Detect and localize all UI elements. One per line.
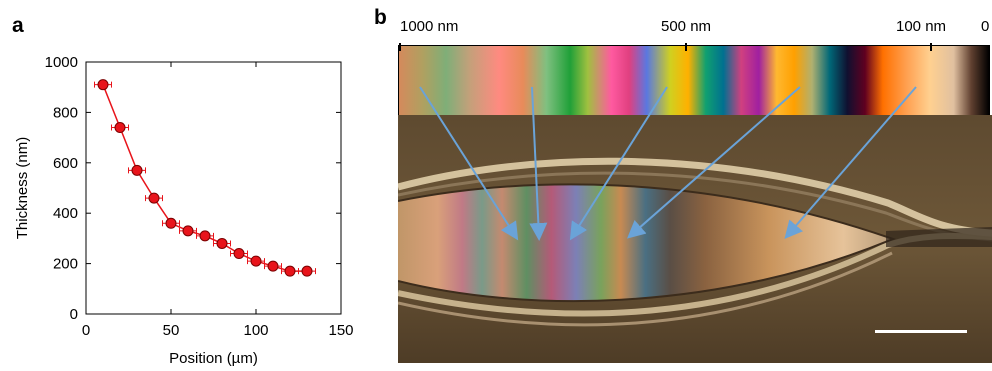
arrow-2: [529, 86, 548, 241]
colorbar-label-500nm: 500 nm: [661, 18, 712, 35]
colorbar-tick: [399, 43, 401, 51]
panel-a-letter: a: [12, 14, 24, 37]
colorbar-label-1000nm: 1000 nm: [400, 18, 459, 35]
y-tick-label: 0: [70, 306, 78, 323]
data-point: [233, 248, 245, 260]
data-point: [284, 265, 296, 277]
x-tick-label: 150: [328, 322, 353, 339]
data-point: [97, 79, 109, 91]
arrow-5: [784, 86, 917, 240]
thickness-chart: 0 50 100 150 0 200 400 600 800 1000 Position (µm) T…: [14, 54, 354, 367]
x-axis-label: Position (µm): [169, 350, 258, 367]
data-point: [301, 265, 313, 277]
y-axis-label: Thickness (nm): [14, 137, 31, 240]
y-tick-label: 200: [53, 256, 78, 273]
colorbar-label-100nm: 100 nm: [896, 18, 947, 35]
x-tick-label: 50: [163, 322, 180, 339]
colorbar-label-0: 0: [981, 18, 990, 35]
plot-frame: [85, 61, 342, 315]
data-point: [267, 260, 279, 272]
data-point: [250, 255, 262, 267]
data-point: [148, 192, 160, 204]
arrow-4: [626, 86, 801, 239]
data-point: [182, 225, 194, 237]
data-point: [199, 230, 211, 242]
arrow-3: [569, 86, 668, 241]
scale-bar: [875, 330, 967, 333]
y-tick-label: 1000: [45, 54, 78, 71]
arrow-1: [419, 86, 519, 241]
y-tick-label: 800: [53, 104, 78, 121]
data-point: [131, 164, 143, 176]
colorbar-tick: [930, 43, 932, 51]
x-tick-label: 0: [82, 322, 90, 339]
colorbar-tick: [685, 43, 688, 51]
data-point: [216, 237, 228, 249]
film-micrograph: [398, 115, 992, 363]
y-tick-label: 400: [53, 205, 78, 222]
x-tick-label: 100: [243, 322, 268, 339]
panel-b-letter: b: [374, 6, 387, 29]
data-point: [114, 122, 126, 134]
data-point: [165, 217, 177, 229]
y-tick-label: 600: [53, 155, 78, 172]
